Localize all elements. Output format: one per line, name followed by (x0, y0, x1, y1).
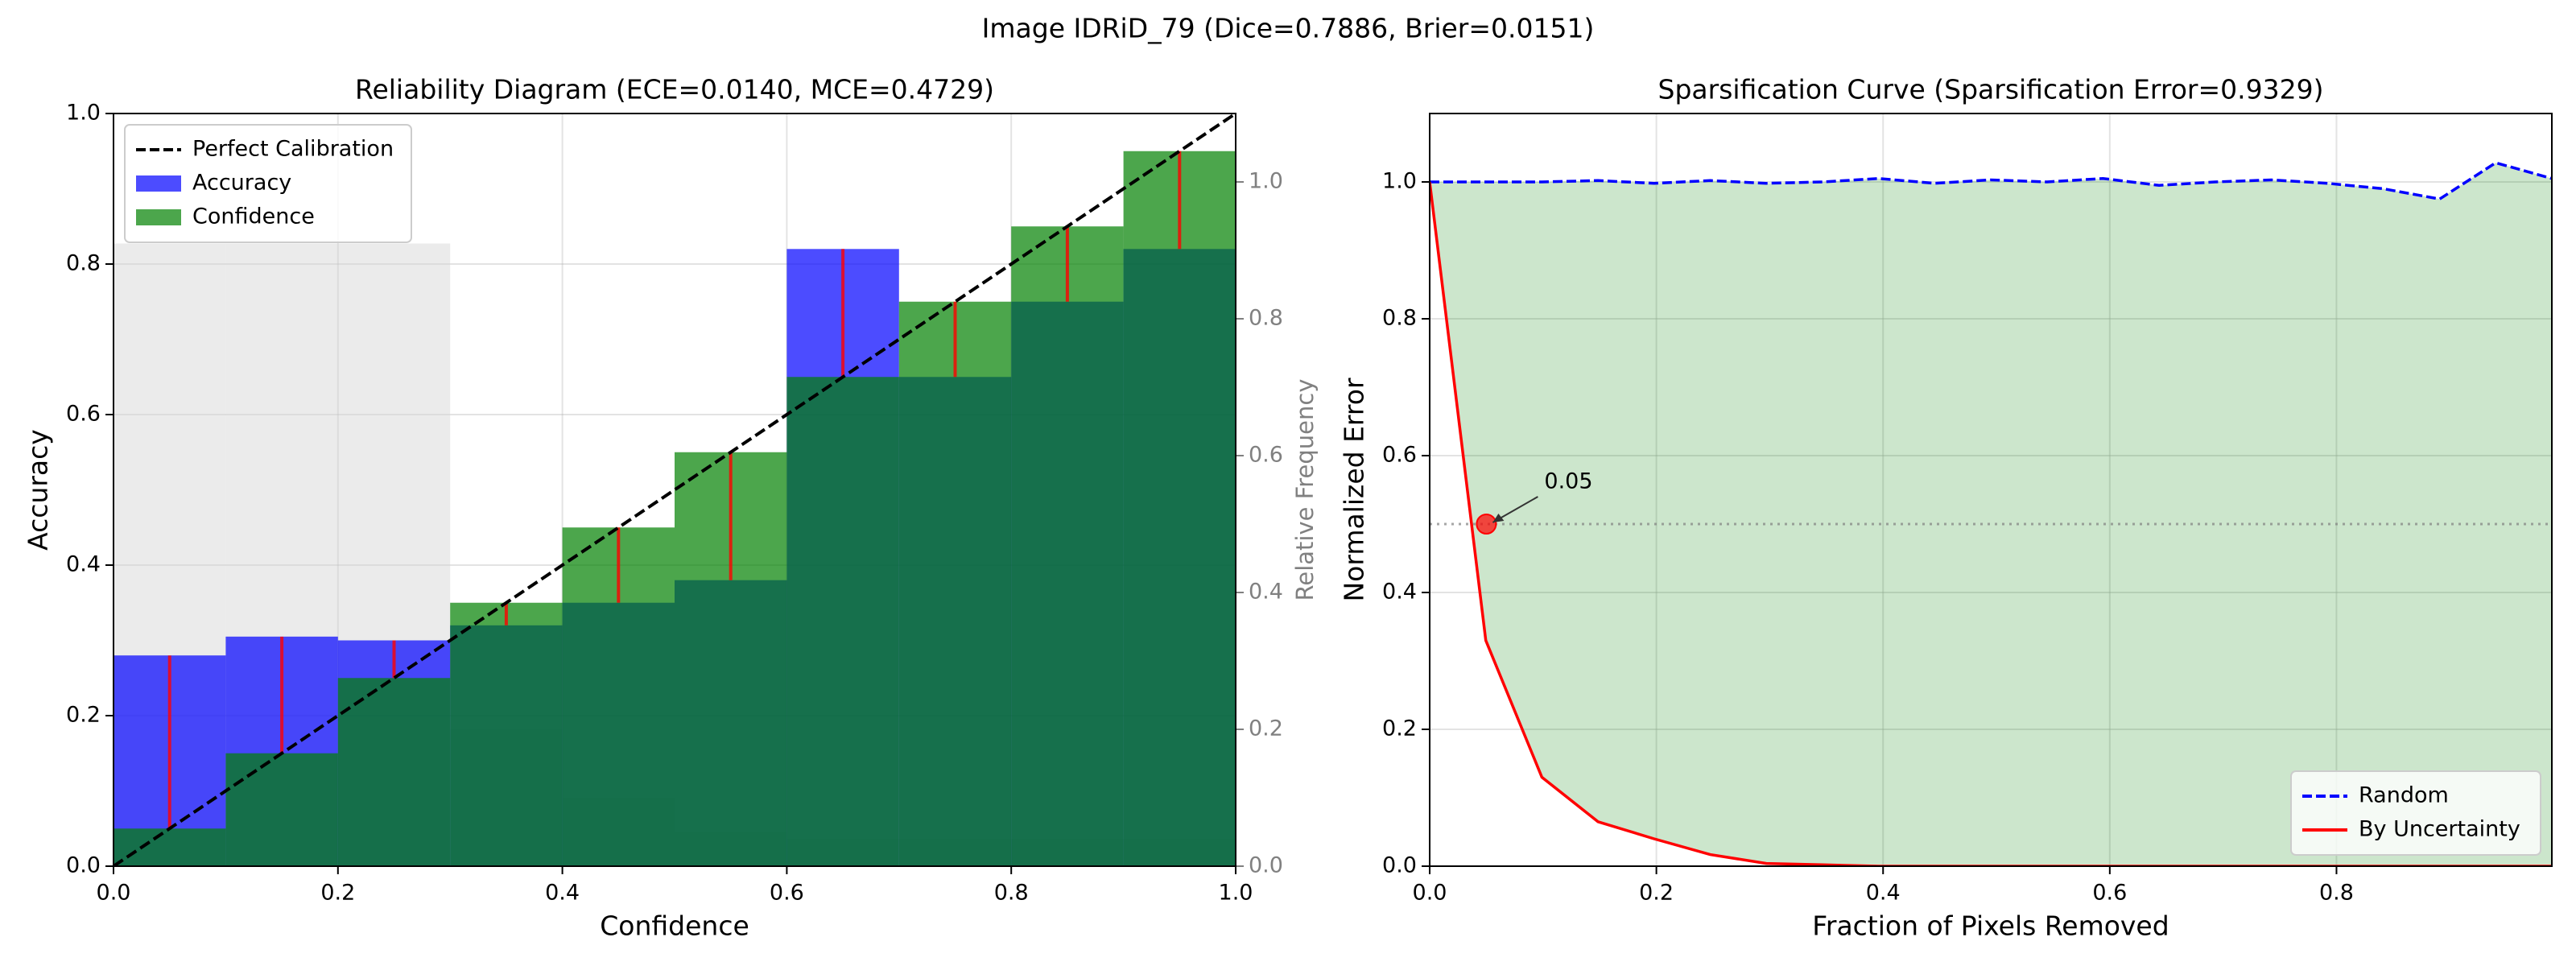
x-tick-label: 1.0 (1219, 881, 1253, 906)
y-tick-label: 0.8 (1382, 306, 1417, 331)
x-tick-label: 0.2 (1639, 881, 1674, 906)
legend-swatch (136, 209, 181, 225)
legend-label: Accuracy (192, 171, 291, 196)
y2-tick-label: 0.4 (1249, 580, 1283, 605)
y-tick-label: 0.6 (66, 402, 101, 427)
bar (898, 301, 1012, 866)
bar (1011, 226, 1124, 866)
y-tick-label: 1.0 (66, 101, 101, 126)
series-line (1430, 181, 2552, 866)
legend-label: Random (2359, 783, 2449, 808)
legend-box (124, 124, 412, 243)
x-axis-label: Fraction of Pixels Removed (1812, 910, 2169, 942)
plot-area (114, 114, 1236, 866)
figure-title: Image IDRiD_79 (Dice=0.7886, Brier=0.015… (982, 13, 1595, 44)
bar (1123, 151, 1236, 866)
y-tick-label: 0.2 (66, 703, 101, 728)
bar (337, 678, 451, 866)
axes-frame (1429, 113, 2553, 867)
x-tick-label: 0.6 (2092, 881, 2127, 906)
bar (114, 828, 226, 866)
legend-label: By Uncertainty (2359, 817, 2520, 842)
y2-tick-label: 0.6 (1249, 443, 1283, 468)
legend-label: Perfect Calibration (192, 137, 394, 162)
legend-swatch (136, 175, 181, 192)
annotation-point (1476, 514, 1497, 535)
bar (450, 602, 563, 866)
y-tick-label: 0.2 (1382, 716, 1417, 741)
y-tick-label: 0.0 (1382, 853, 1417, 878)
y2-tick-label: 0.0 (1249, 853, 1283, 878)
y2-tick-label: 0.2 (1249, 716, 1283, 741)
bar (786, 377, 899, 866)
y-axis-label: Normalized Error (1339, 378, 1370, 601)
x-tick-label: 0.2 (320, 881, 355, 906)
x-tick-label: 0.0 (1413, 881, 1447, 906)
bar (225, 753, 338, 866)
chart-title: Reliability Diagram (ECE=0.0140, MCE=0.4… (355, 74, 994, 105)
y-tick-label: 0.4 (66, 552, 101, 577)
axes-frame (113, 113, 1236, 867)
annotation-label: 0.05 (1544, 469, 1592, 494)
y2-tick-label: 0.8 (1249, 306, 1283, 331)
y2-axis-label: Relative Frequency (1291, 379, 1319, 601)
legend-box (2290, 770, 2541, 856)
y-tick-label: 0.6 (1382, 443, 1417, 468)
x-tick-label: 0.8 (2319, 881, 2354, 906)
y-tick-label: 1.0 (1382, 169, 1417, 194)
x-axis-label: Confidence (600, 910, 749, 942)
chart-title: Sparsification Curve (Sparsification Err… (1658, 74, 2324, 105)
annotation-arrowhead (1492, 514, 1505, 522)
series-line (1430, 161, 2552, 201)
legend-label: Confidence (192, 204, 315, 229)
y-axis-label: Accuracy (23, 429, 54, 551)
plot-area (1430, 114, 2552, 866)
legend: Random By Uncertainty (2290, 770, 2541, 856)
y-tick-label: 0.0 (66, 853, 101, 878)
x-tick-label: 0.6 (770, 881, 804, 906)
x-tick-label: 0.8 (994, 881, 1029, 906)
y2-tick-label: 1.0 (1249, 169, 1283, 194)
fill-between (1430, 163, 2552, 866)
y-tick-label: 0.8 (66, 251, 101, 276)
x-tick-label: 0.0 (97, 881, 131, 906)
y-tick-label: 0.4 (1382, 580, 1417, 605)
x-tick-label: 0.4 (1866, 881, 1901, 906)
x-tick-label: 0.4 (545, 881, 580, 906)
legend: Perfect Calibration Accuracy Confidence (124, 124, 412, 243)
